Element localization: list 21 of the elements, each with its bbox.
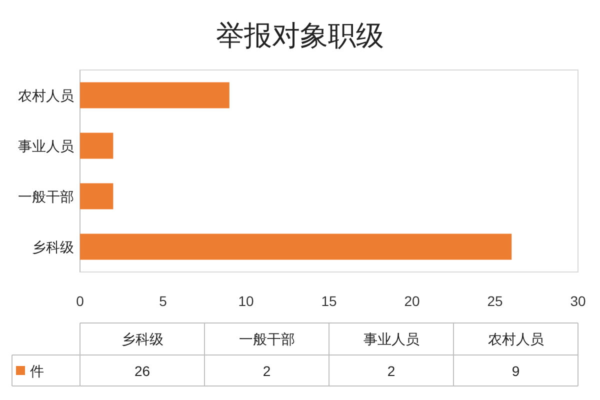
x-tick-label: 10: [238, 293, 254, 309]
x-tick-label: 5: [159, 293, 168, 309]
legend-label: 件: [30, 363, 44, 379]
category-label: 农村人员: [488, 331, 544, 347]
text: 26: [134, 363, 150, 379]
text: 2: [262, 363, 271, 379]
x-tick-label: 15: [321, 293, 337, 309]
x-tick-label: 0: [76, 293, 84, 309]
category-label: 一般干部: [238, 331, 295, 347]
chart-title: 举报对象职级: [216, 20, 384, 51]
text: 2: [387, 363, 396, 379]
text: 9: [512, 363, 520, 379]
y-tick-label: 农村人员: [18, 87, 74, 104]
category-label: 乡科级: [121, 331, 164, 347]
x-tick-label: 25: [487, 293, 503, 309]
x-tick-label: 20: [404, 293, 420, 309]
category-label: 事业人员: [363, 331, 420, 347]
x-tick-label: 30: [570, 293, 586, 309]
y-tick-label: 乡科级: [32, 238, 74, 255]
y-tick-label: 一般干部: [18, 188, 74, 204]
y-tick-label: 事业人员: [18, 138, 74, 154]
